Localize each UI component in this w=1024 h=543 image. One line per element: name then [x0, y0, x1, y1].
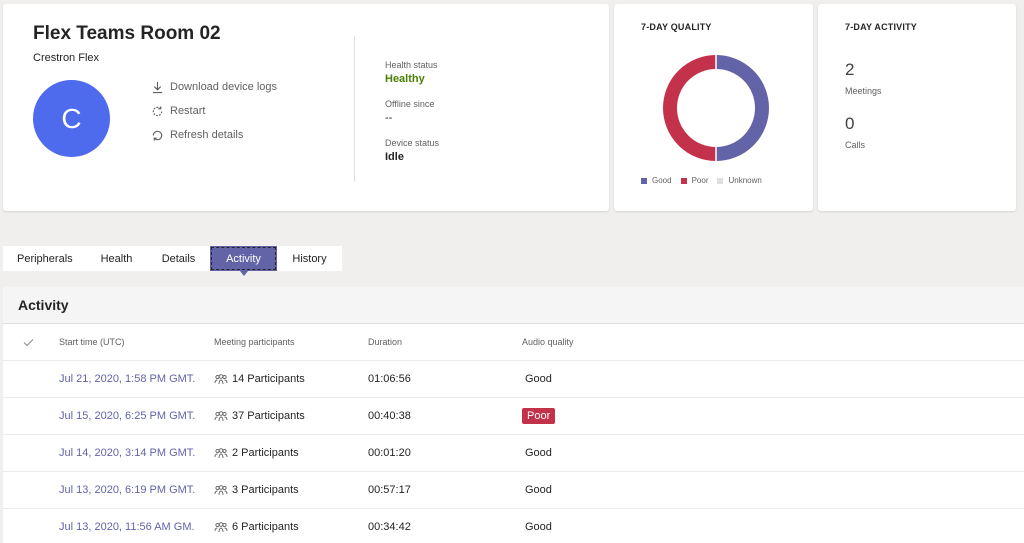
tab-details[interactable]: Details [161, 252, 196, 265]
health-status-value: Healthy [385, 73, 425, 85]
legend-item-poor: Poor [680, 176, 709, 185]
audio-quality-good: Good [525, 484, 552, 496]
refresh-icon [152, 130, 163, 141]
meetings-label: Meetings [845, 86, 882, 96]
tab-history[interactable]: History [292, 252, 327, 265]
participants-count: 2 Participants [232, 447, 299, 459]
audio-quality-poor-badge: Poor [522, 408, 556, 424]
duration-value: 00:57:17 [368, 484, 411, 496]
participants-count: 3 Participants [232, 484, 299, 496]
people-icon [214, 521, 228, 532]
device-actions: Download device logs Restart Refresh det… [151, 75, 277, 147]
tab-bar: Peripherals Health Details Activity Hist… [3, 246, 342, 276]
activity-summary-title: 7-DAY ACTIVITY [845, 22, 917, 32]
participants-count: 14 Participants [232, 373, 305, 385]
legend-label: Poor [691, 176, 709, 185]
download-icon [152, 81, 163, 93]
start-time-link[interactable]: Jul 14, 2020, 3:14 PM GMT... [59, 447, 195, 459]
table-row[interactable]: Jul 13, 2020, 11:56 AM GM... 6 Participa… [3, 509, 1024, 543]
quality-card: 7-DAY QUALITY Good Poor Unknown [614, 4, 813, 211]
column-duration[interactable]: Duration [368, 337, 403, 347]
people-icon [214, 447, 228, 458]
checkmark-icon [23, 338, 34, 346]
legend-swatch [680, 177, 687, 184]
start-time-link[interactable]: Jul 21, 2020, 1:58 PM GMT... [59, 373, 195, 385]
people-icon [214, 410, 228, 421]
device-status-label: Device status [385, 138, 440, 148]
health-status-label: Health status [385, 60, 438, 70]
device-status-value: Idle [385, 151, 404, 163]
device-model: Crestron Flex [33, 52, 100, 64]
activity-panel: Activity Start time (UTC) Meeting partic… [3, 287, 1024, 543]
legend-swatch [641, 177, 647, 184]
quality-donut-chart [663, 54, 769, 162]
restart-icon [152, 105, 163, 116]
legend-label: Unknown [728, 176, 762, 185]
offline-since-value: -- [385, 112, 393, 124]
calls-count: 0 [845, 114, 855, 133]
start-time-link[interactable]: Jul 13, 2020, 11:56 AM GM... [59, 521, 195, 533]
participants-count: 37 Participants [232, 410, 305, 422]
restart-button[interactable]: Restart [151, 99, 277, 123]
tab-health[interactable]: Health [100, 252, 133, 265]
legend-swatch [717, 177, 724, 184]
table-row[interactable]: Jul 14, 2020, 3:14 PM GMT... 2 Participa… [3, 435, 1024, 472]
column-participants[interactable]: Meeting participants [214, 337, 295, 347]
people-icon [214, 373, 228, 384]
duration-value: 00:34:42 [368, 521, 411, 533]
tab-activity[interactable]: Activity [210, 246, 277, 276]
legend-label: Good [652, 176, 672, 185]
start-time-link[interactable]: Jul 13, 2020, 6:19 PM GMT... [59, 484, 195, 496]
activity-summary-card: 7-DAY ACTIVITY 2 Meetings 0 Calls [818, 4, 1016, 211]
people-icon [214, 484, 228, 495]
quality-legend: Good Poor Unknown [641, 176, 762, 185]
device-card: Flex Teams Room 02 Crestron Flex C Downl… [3, 4, 609, 211]
legend-item-good: Good [641, 176, 672, 185]
tab-peripherals[interactable]: Peripherals [17, 252, 73, 265]
table-row[interactable]: Jul 13, 2020, 6:19 PM GMT... 3 Participa… [3, 472, 1024, 509]
start-time-link[interactable]: Jul 15, 2020, 6:25 PM GMT... [59, 410, 195, 422]
table-row[interactable]: Jul 15, 2020, 6:25 PM GMT... 37 Particip… [3, 398, 1024, 435]
duration-value: 01:06:56 [368, 373, 411, 385]
device-status-block: Health status Healthy Offline since -- D… [385, 60, 439, 177]
column-start-time[interactable]: Start time (UTC) [59, 337, 125, 347]
quality-title: 7-DAY QUALITY [641, 22, 712, 32]
legend-item-unknown: Unknown [717, 176, 762, 185]
column-audio-quality[interactable]: Audio quality [522, 337, 574, 347]
audio-quality-good: Good [525, 447, 552, 459]
participants-count: 6 Participants [232, 521, 299, 533]
audio-quality-good: Good [525, 521, 552, 533]
refresh-details-button[interactable]: Refresh details [151, 123, 277, 147]
audio-quality-good: Good [525, 373, 552, 385]
select-all-checkbox[interactable] [23, 324, 34, 360]
duration-value: 00:40:38 [368, 410, 411, 422]
avatar: C [33, 80, 110, 157]
download-logs-label: Download device logs [170, 81, 278, 93]
restart-label: Restart [170, 105, 206, 117]
duration-value: 00:01:20 [368, 447, 411, 459]
meetings-count: 2 [845, 60, 855, 79]
offline-since-label: Offline since [385, 99, 435, 109]
donut-slice-good[interactable] [715, 55, 769, 161]
table-row[interactable]: Jul 21, 2020, 1:58 PM GMT... 14 Particip… [3, 361, 1024, 398]
device-title: Flex Teams Room 02 [33, 23, 221, 44]
divider [354, 36, 355, 182]
table-header: Start time (UTC) Meeting participants Du… [3, 324, 1024, 361]
calls-label: Calls [845, 140, 866, 150]
download-logs-button[interactable]: Download device logs [151, 75, 277, 99]
activity-panel-title: Activity [3, 287, 1024, 324]
refresh-details-label: Refresh details [170, 129, 244, 141]
donut-slice-poor[interactable] [663, 55, 717, 161]
